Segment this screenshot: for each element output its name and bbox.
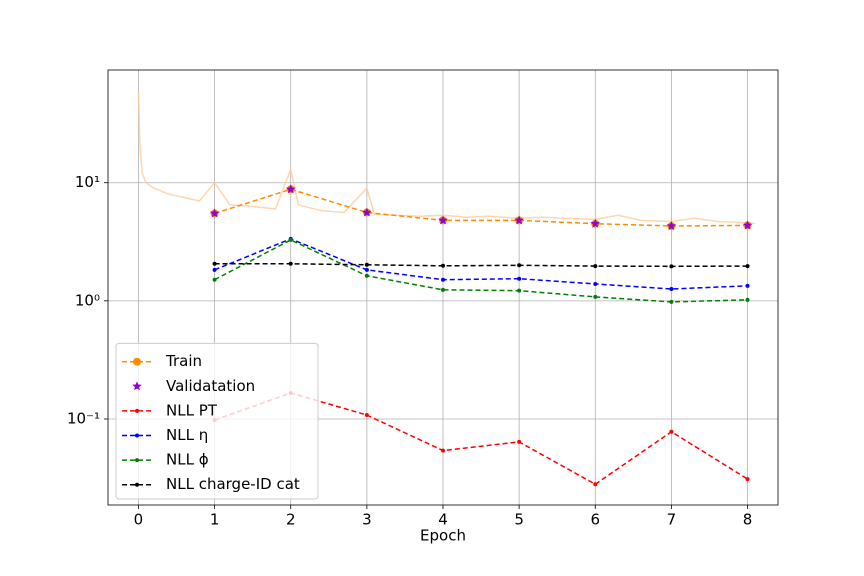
marker [669, 264, 674, 269]
legend-entry: Validatation [132, 377, 255, 395]
legend-label: Validatation [166, 377, 255, 395]
marker [209, 208, 220, 218]
marker [669, 286, 674, 291]
legend-marker [135, 408, 139, 413]
x-tick-label: 8 [743, 511, 753, 529]
legend-label: NLL charge-ID cat [166, 475, 300, 493]
legend-label: NLL η [166, 426, 208, 444]
legend-entry: NLL charge-ID cat [122, 475, 300, 493]
marker [590, 218, 600, 228]
x-tick-label: 7 [667, 511, 677, 529]
marker [517, 276, 522, 281]
marker [441, 277, 445, 282]
marker [593, 264, 598, 269]
marker [745, 264, 750, 269]
marker [517, 263, 522, 268]
marker [438, 215, 448, 225]
series-line [214, 392, 748, 486]
legend-marker [132, 381, 142, 391]
marker [593, 482, 598, 487]
marker [364, 413, 369, 418]
marker [212, 277, 217, 282]
batch-loss-line [137, 90, 756, 225]
legend-marker [133, 357, 141, 366]
x-tick-label: 6 [590, 511, 600, 529]
series-line [214, 263, 748, 268]
x-tick-label: 0 [134, 511, 144, 529]
series-line [214, 188, 748, 227]
legend-entry: NLL PT [122, 401, 218, 419]
x-tick-label: 3 [362, 511, 372, 529]
series-line [214, 239, 748, 303]
legend-entry: Train [122, 352, 202, 370]
legend-label: NLL ϕ [166, 451, 209, 469]
marker [517, 439, 522, 444]
marker [441, 448, 445, 453]
legend-entry: NLL ϕ [122, 451, 209, 469]
marker [517, 288, 522, 293]
marker [666, 221, 677, 231]
x-tick-label: 1 [210, 511, 220, 529]
legend-label: NLL PT [166, 401, 218, 419]
marker [593, 294, 598, 299]
marker [742, 220, 753, 230]
y-tick-label: 10⁻¹ [67, 409, 100, 427]
x-tick-label: 2 [286, 511, 296, 529]
marker [441, 263, 445, 268]
series-line [214, 238, 748, 290]
marker [286, 184, 296, 194]
legend-marker [135, 458, 139, 463]
legend-marker [135, 482, 139, 487]
legend-box [115, 342, 319, 500]
marker [364, 262, 369, 267]
marker [745, 477, 750, 482]
marker [364, 273, 369, 278]
marker [593, 281, 598, 286]
y-tick-label: 10¹ [75, 173, 100, 191]
marker [745, 297, 750, 302]
marker [441, 287, 445, 292]
legend-marker [135, 433, 139, 438]
marker [669, 429, 674, 434]
marker [288, 237, 293, 242]
marker [212, 267, 217, 272]
marker [514, 215, 524, 225]
legend-label: Train [165, 352, 202, 370]
x-axis-label: Epoch [420, 527, 466, 545]
plot-frame [107, 69, 779, 506]
marker [288, 261, 293, 266]
marker [745, 283, 750, 288]
x-tick-label: 4 [438, 511, 448, 529]
x-tick-label: 5 [514, 511, 524, 529]
marker [212, 261, 217, 266]
marker [364, 267, 369, 272]
marker [362, 207, 372, 217]
y-tick-label: 10⁰ [75, 291, 100, 309]
marker [669, 299, 674, 304]
legend-entry: NLL η [122, 426, 208, 444]
